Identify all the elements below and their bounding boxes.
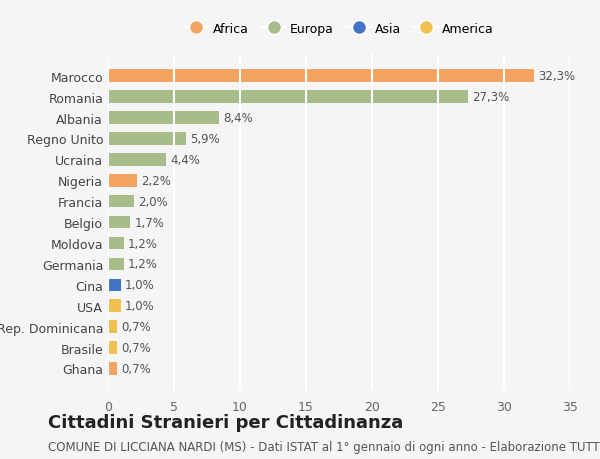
Bar — [108, 112, 219, 124]
Bar — [108, 363, 117, 375]
Legend: Africa, Europa, Asia, America: Africa, Europa, Asia, America — [179, 18, 499, 41]
Text: 4,4%: 4,4% — [170, 154, 200, 167]
Text: 1,2%: 1,2% — [128, 237, 158, 250]
Bar — [108, 258, 124, 271]
Text: 2,0%: 2,0% — [139, 195, 168, 208]
Text: 8,4%: 8,4% — [223, 112, 253, 125]
Text: 5,9%: 5,9% — [190, 133, 220, 146]
Bar — [108, 300, 121, 312]
Text: 32,3%: 32,3% — [538, 70, 575, 83]
Text: 27,3%: 27,3% — [472, 91, 509, 104]
Text: 1,7%: 1,7% — [134, 216, 164, 229]
Text: 2,2%: 2,2% — [141, 174, 171, 187]
Bar — [108, 321, 117, 333]
Text: 1,0%: 1,0% — [125, 300, 155, 313]
Text: COMUNE DI LICCIANA NARDI (MS) - Dati ISTAT al 1° gennaio di ogni anno - Elaboraz: COMUNE DI LICCIANA NARDI (MS) - Dati IST… — [48, 440, 600, 453]
Bar — [108, 237, 124, 250]
Text: 1,0%: 1,0% — [125, 279, 155, 291]
Bar — [108, 196, 134, 208]
Text: 0,7%: 0,7% — [121, 341, 151, 354]
Text: 1,2%: 1,2% — [128, 258, 158, 271]
Text: 0,7%: 0,7% — [121, 320, 151, 333]
Bar — [108, 216, 130, 229]
Bar — [108, 174, 137, 187]
Bar — [108, 70, 535, 83]
Text: Cittadini Stranieri per Cittadinanza: Cittadini Stranieri per Cittadinanza — [48, 413, 403, 431]
Text: 0,7%: 0,7% — [121, 362, 151, 375]
Bar — [108, 341, 117, 354]
Bar — [108, 91, 469, 104]
Bar — [108, 279, 121, 291]
Bar — [108, 133, 186, 146]
Bar — [108, 154, 166, 166]
